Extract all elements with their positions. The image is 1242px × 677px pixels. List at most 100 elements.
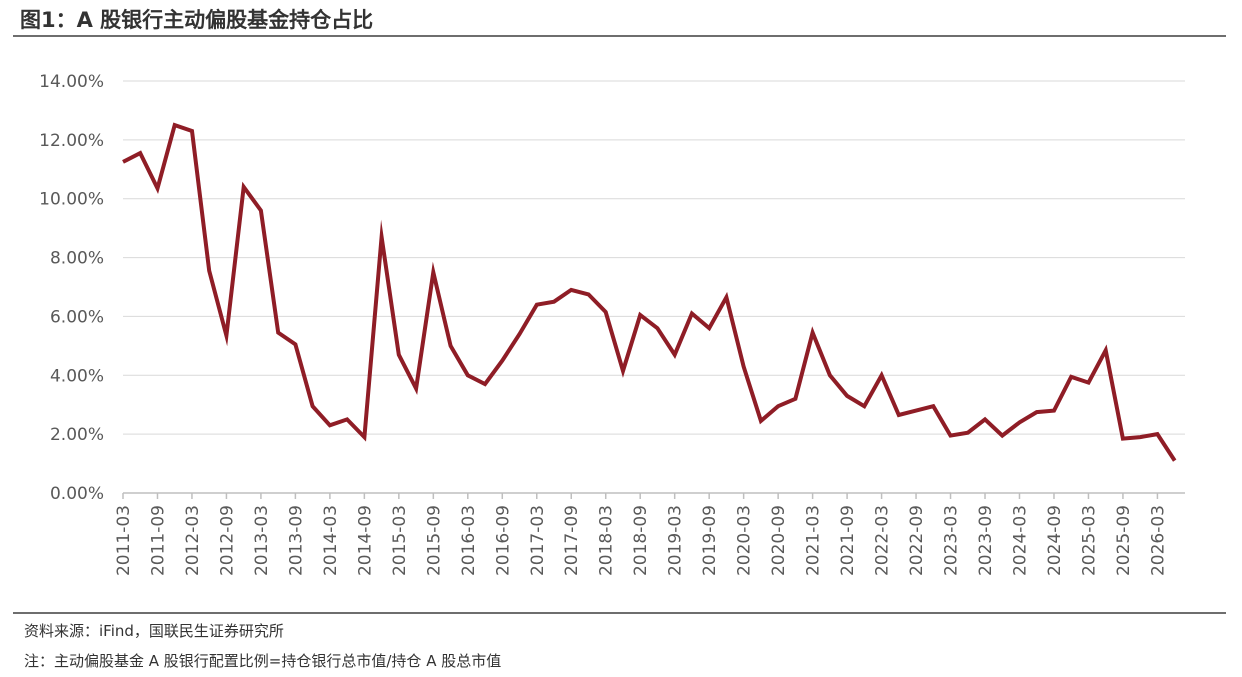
data-point bbox=[604, 310, 608, 314]
x-tick-label: 2019-09 bbox=[700, 505, 720, 576]
data-point bbox=[1018, 420, 1022, 424]
data-point bbox=[983, 417, 987, 421]
data-point bbox=[362, 435, 366, 439]
x-tick-label: 2022-03 bbox=[873, 505, 893, 576]
x-tick-label: 2016-03 bbox=[459, 505, 479, 576]
data-point bbox=[207, 269, 211, 273]
data-point bbox=[242, 185, 246, 189]
data-point bbox=[345, 417, 349, 421]
data-point bbox=[224, 334, 228, 338]
x-tick-label: 2018-09 bbox=[631, 505, 651, 576]
data-point bbox=[776, 404, 780, 408]
data-point bbox=[311, 404, 315, 408]
x-tick-label: 2018-03 bbox=[597, 505, 617, 576]
data-point bbox=[1173, 459, 1177, 463]
data-point bbox=[121, 160, 125, 164]
data-point bbox=[880, 373, 884, 377]
data-point bbox=[914, 409, 918, 413]
gridlines bbox=[123, 80, 1185, 435]
data-point bbox=[500, 359, 504, 363]
data-point bbox=[1104, 348, 1108, 352]
data-point bbox=[1000, 434, 1004, 438]
x-tick-label: 2025-03 bbox=[1079, 505, 1099, 576]
data-point bbox=[828, 373, 832, 377]
x-tick-label: 2021-09 bbox=[838, 505, 858, 576]
x-tick-label: 2021-03 bbox=[804, 505, 824, 576]
x-tick-label: 2013-09 bbox=[286, 505, 306, 576]
y-tick-label: 8.00% bbox=[50, 249, 104, 269]
x-tick-label: 2014-09 bbox=[355, 505, 375, 576]
data-point bbox=[1138, 435, 1142, 439]
data-point bbox=[931, 404, 935, 408]
x-tick-label: 2026-03 bbox=[1148, 505, 1168, 576]
title-rule bbox=[13, 35, 1226, 37]
data-point bbox=[638, 313, 642, 317]
source-note: 资料来源：iFind，国联民生证券研究所 bbox=[24, 622, 284, 640]
y-axis-labels: 0.00% 2.00% 4.00% 6.00% 8.00% 10.00% 12.00% 14.… bbox=[39, 72, 104, 504]
x-tick-label: 2020-03 bbox=[735, 505, 755, 576]
data-point bbox=[138, 151, 142, 155]
x-tick-label: 2013-03 bbox=[252, 505, 272, 576]
data-point bbox=[862, 404, 866, 408]
y-tick-label: 2.00% bbox=[50, 425, 104, 445]
data-point bbox=[845, 394, 849, 398]
x-tick-label: 2023-03 bbox=[942, 505, 962, 576]
x-tick-label: 2019-03 bbox=[666, 505, 686, 576]
data-point bbox=[293, 342, 297, 346]
y-tick-label: 0.00% bbox=[50, 484, 104, 504]
x-tick-label: 2015-09 bbox=[424, 505, 444, 576]
y-tick-label: 4.00% bbox=[50, 366, 104, 386]
y-tick-label: 6.00% bbox=[50, 307, 104, 327]
data-point bbox=[380, 235, 384, 239]
data-point bbox=[173, 123, 177, 127]
series-line bbox=[122, 122, 1177, 462]
definition-note: 注：主动偏股基金 A 股银行配置比例=持仓银行总市值/持仓 A 股总市值 bbox=[24, 652, 502, 670]
data-point bbox=[1069, 375, 1073, 379]
data-point bbox=[1121, 437, 1125, 441]
data-point bbox=[535, 303, 539, 307]
x-tick-label: 2012-09 bbox=[217, 505, 237, 576]
data-point bbox=[1155, 432, 1159, 436]
data-point bbox=[328, 423, 332, 427]
data-point bbox=[1087, 381, 1091, 385]
data-point bbox=[690, 312, 694, 316]
x-tick-label: 2014-03 bbox=[321, 505, 341, 576]
x-tick-label: 2015-03 bbox=[390, 505, 410, 576]
x-tick-label: 2011-03 bbox=[114, 505, 134, 576]
data-point bbox=[742, 365, 746, 369]
series bbox=[121, 122, 1177, 463]
x-tick-label: 2017-09 bbox=[562, 505, 582, 576]
data-point bbox=[966, 431, 970, 435]
footer-rule bbox=[13, 612, 1226, 614]
x-tick-label: 2017-03 bbox=[528, 505, 548, 576]
data-point bbox=[518, 332, 522, 336]
data-point bbox=[587, 292, 591, 296]
x-tick-label: 2022-09 bbox=[907, 505, 927, 576]
data-point bbox=[793, 397, 797, 401]
data-point bbox=[759, 419, 763, 423]
x-tick-label: 2025-09 bbox=[1114, 505, 1134, 576]
data-point bbox=[414, 387, 418, 391]
x-tick-label: 2011-09 bbox=[148, 505, 168, 576]
x-axis: 2011-03 2011-09 2012-03 2012-09 2013-03 2013-… bbox=[114, 492, 1185, 576]
data-point bbox=[552, 300, 556, 304]
x-tick-label: 2023-09 bbox=[976, 505, 996, 576]
data-point bbox=[811, 331, 815, 335]
y-tick-label: 14.00% bbox=[39, 72, 104, 92]
x-tick-label: 2016-09 bbox=[493, 505, 513, 576]
data-point bbox=[621, 369, 625, 373]
data-point bbox=[897, 413, 901, 417]
data-point bbox=[276, 331, 280, 335]
data-point bbox=[655, 326, 659, 330]
data-point bbox=[707, 326, 711, 330]
y-tick-label: 10.00% bbox=[39, 190, 104, 210]
data-point bbox=[483, 382, 487, 386]
chart-title: 图1：A 股银行主动偏股基金持仓占比 bbox=[20, 8, 374, 32]
x-tick-label: 2024-03 bbox=[1010, 505, 1030, 576]
x-tick-label: 2024-09 bbox=[1045, 505, 1065, 576]
data-point bbox=[949, 434, 953, 438]
data-point bbox=[156, 186, 160, 190]
line-chart: 0.00% 2.00% 4.00% 6.00% 8.00% 10.00% 12.00% 14.… bbox=[39, 72, 1185, 576]
data-point bbox=[466, 373, 470, 377]
data-point bbox=[449, 344, 453, 348]
